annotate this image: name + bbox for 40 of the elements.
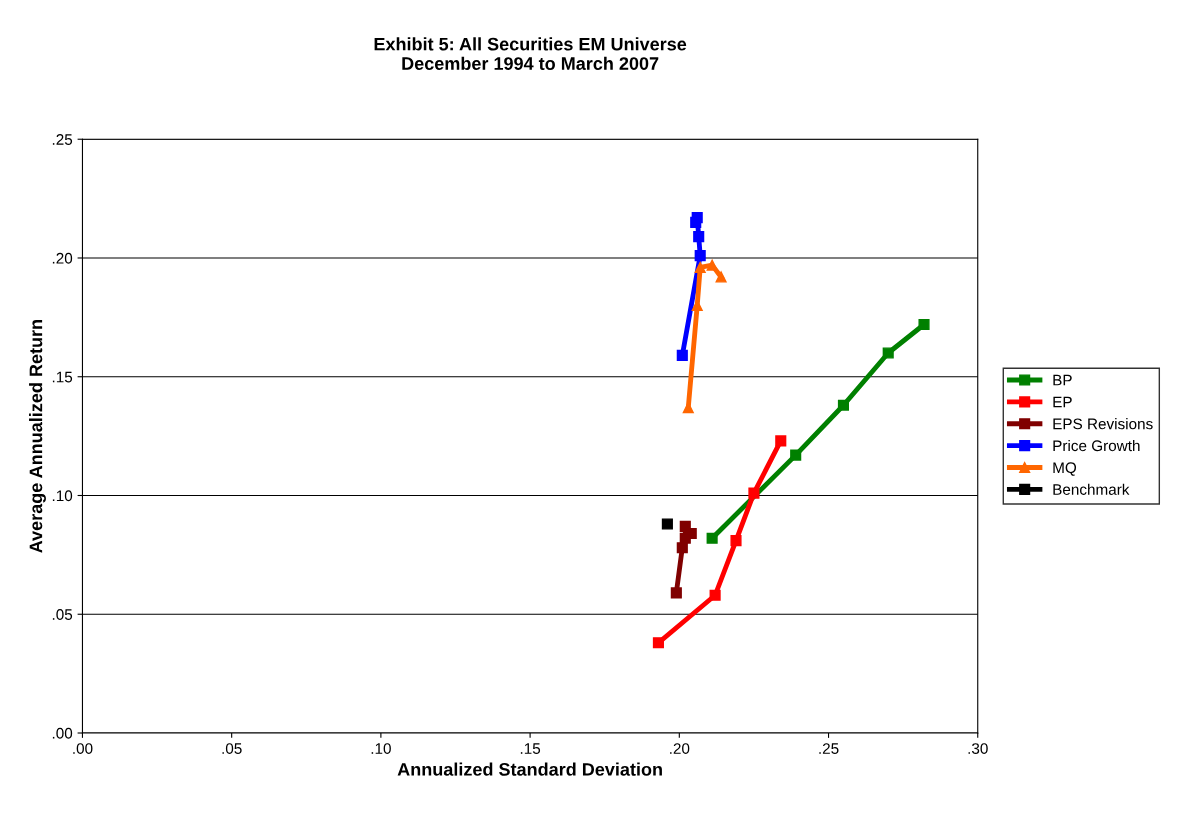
point (709, 589, 721, 601)
point (694, 261, 706, 274)
y-tick-label: .10 (52, 490, 73, 502)
y-axis-title: Average Annualized Return (29, 320, 46, 553)
legend-label: EPS Revisions (1053, 418, 1153, 430)
point (882, 347, 894, 359)
x-tick-label: .10 (371, 743, 391, 754)
point (652, 637, 664, 649)
point (676, 349, 688, 361)
y-tick-label: .05 (52, 609, 73, 620)
legend-label: MQ (1053, 462, 1077, 476)
point (694, 250, 706, 262)
x-tick-label: .20 (670, 743, 690, 754)
point (690, 216, 702, 228)
point (706, 259, 718, 271)
point (693, 231, 705, 243)
point (670, 587, 682, 599)
chart-title: Exhibit 5: All Securities EM Universe December 1994 to March 2007 (374, 37, 687, 70)
y-tick-label: .25 (52, 134, 73, 145)
x-tick-label: .15 (520, 743, 541, 754)
point (790, 449, 802, 461)
x-axis-title: Annualized Standard Deviation (397, 762, 662, 776)
point (706, 532, 718, 544)
y-tick-label: .00 (52, 727, 73, 739)
legend-label: BP (1053, 374, 1072, 386)
x-tick-label: .30 (968, 743, 988, 754)
point (775, 435, 787, 447)
x-tick-label: .25 (819, 743, 839, 754)
legend-label: Price Growth (1053, 439, 1140, 452)
x-tick-label: .00 (73, 743, 93, 754)
y-tick-label: .20 (52, 252, 73, 264)
legend-label: EP (1053, 396, 1072, 408)
y-tick-label: .15 (52, 371, 73, 383)
point (748, 487, 760, 499)
x-tick-label: .05 (222, 743, 242, 754)
point (918, 318, 930, 331)
point (715, 271, 727, 283)
point (730, 535, 742, 547)
point (837, 399, 850, 411)
legend-label: Benchmark (1053, 483, 1130, 495)
